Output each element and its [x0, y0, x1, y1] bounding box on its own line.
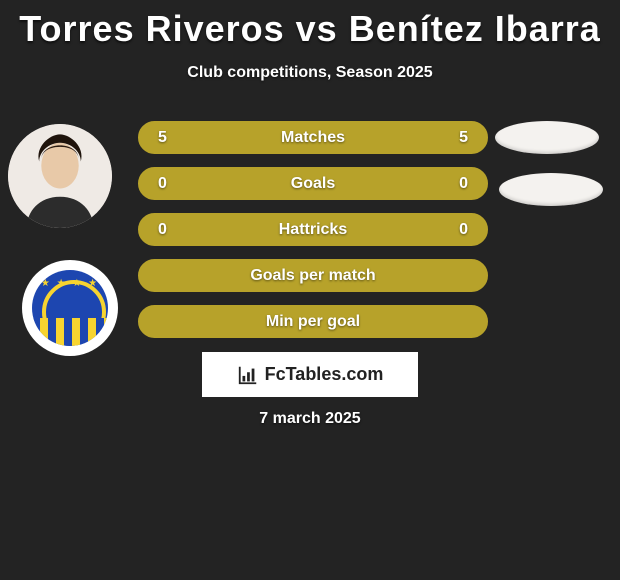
club-badge: ★ ★ ★ ★ [22, 260, 118, 356]
stat-left-value: 5 [140, 123, 185, 152]
stat-bar: 0 Goals 0 [138, 167, 488, 200]
stat-bar: 0 Hattricks 0 [138, 213, 488, 246]
stat-label: Hattricks [279, 221, 347, 239]
stat-label: Goals [291, 175, 335, 193]
stat-left-value: 0 [140, 215, 185, 244]
ellipse-marker [499, 173, 603, 206]
club-stars-icon: ★ ★ ★ ★ [32, 278, 108, 289]
page-title: Torres Riveros vs Benítez Ibarra [0, 0, 620, 50]
date: 7 march 2025 [0, 410, 620, 428]
stat-bar: 5 Matches 5 [138, 121, 488, 154]
stat-right-value: 0 [441, 215, 486, 244]
person-icon [8, 124, 112, 228]
brand-name: FcTables.com [265, 364, 384, 385]
club-shield-icon: ★ ★ ★ ★ [32, 270, 108, 346]
brand-logo: FcTables.com [202, 352, 418, 397]
player-avatar [8, 124, 112, 228]
stat-label: Matches [281, 129, 345, 147]
stat-right-value: 0 [441, 169, 486, 198]
stat-bar: Min per goal [138, 305, 488, 338]
club-stripes [32, 318, 108, 346]
stat-left-value: 0 [140, 169, 185, 198]
stat-right-value: 5 [441, 123, 486, 152]
stat-label: Min per goal [266, 313, 360, 331]
ellipse-marker [495, 121, 599, 154]
subtitle: Club competitions, Season 2025 [0, 64, 620, 82]
stat-label: Goals per match [250, 267, 375, 285]
comparison-bars: 5 Matches 5 0 Goals 0 0 Hattricks 0 Goals per mat… [138, 121, 488, 351]
bar-chart-icon [237, 364, 259, 386]
stat-bar: Goals per match [138, 259, 488, 292]
